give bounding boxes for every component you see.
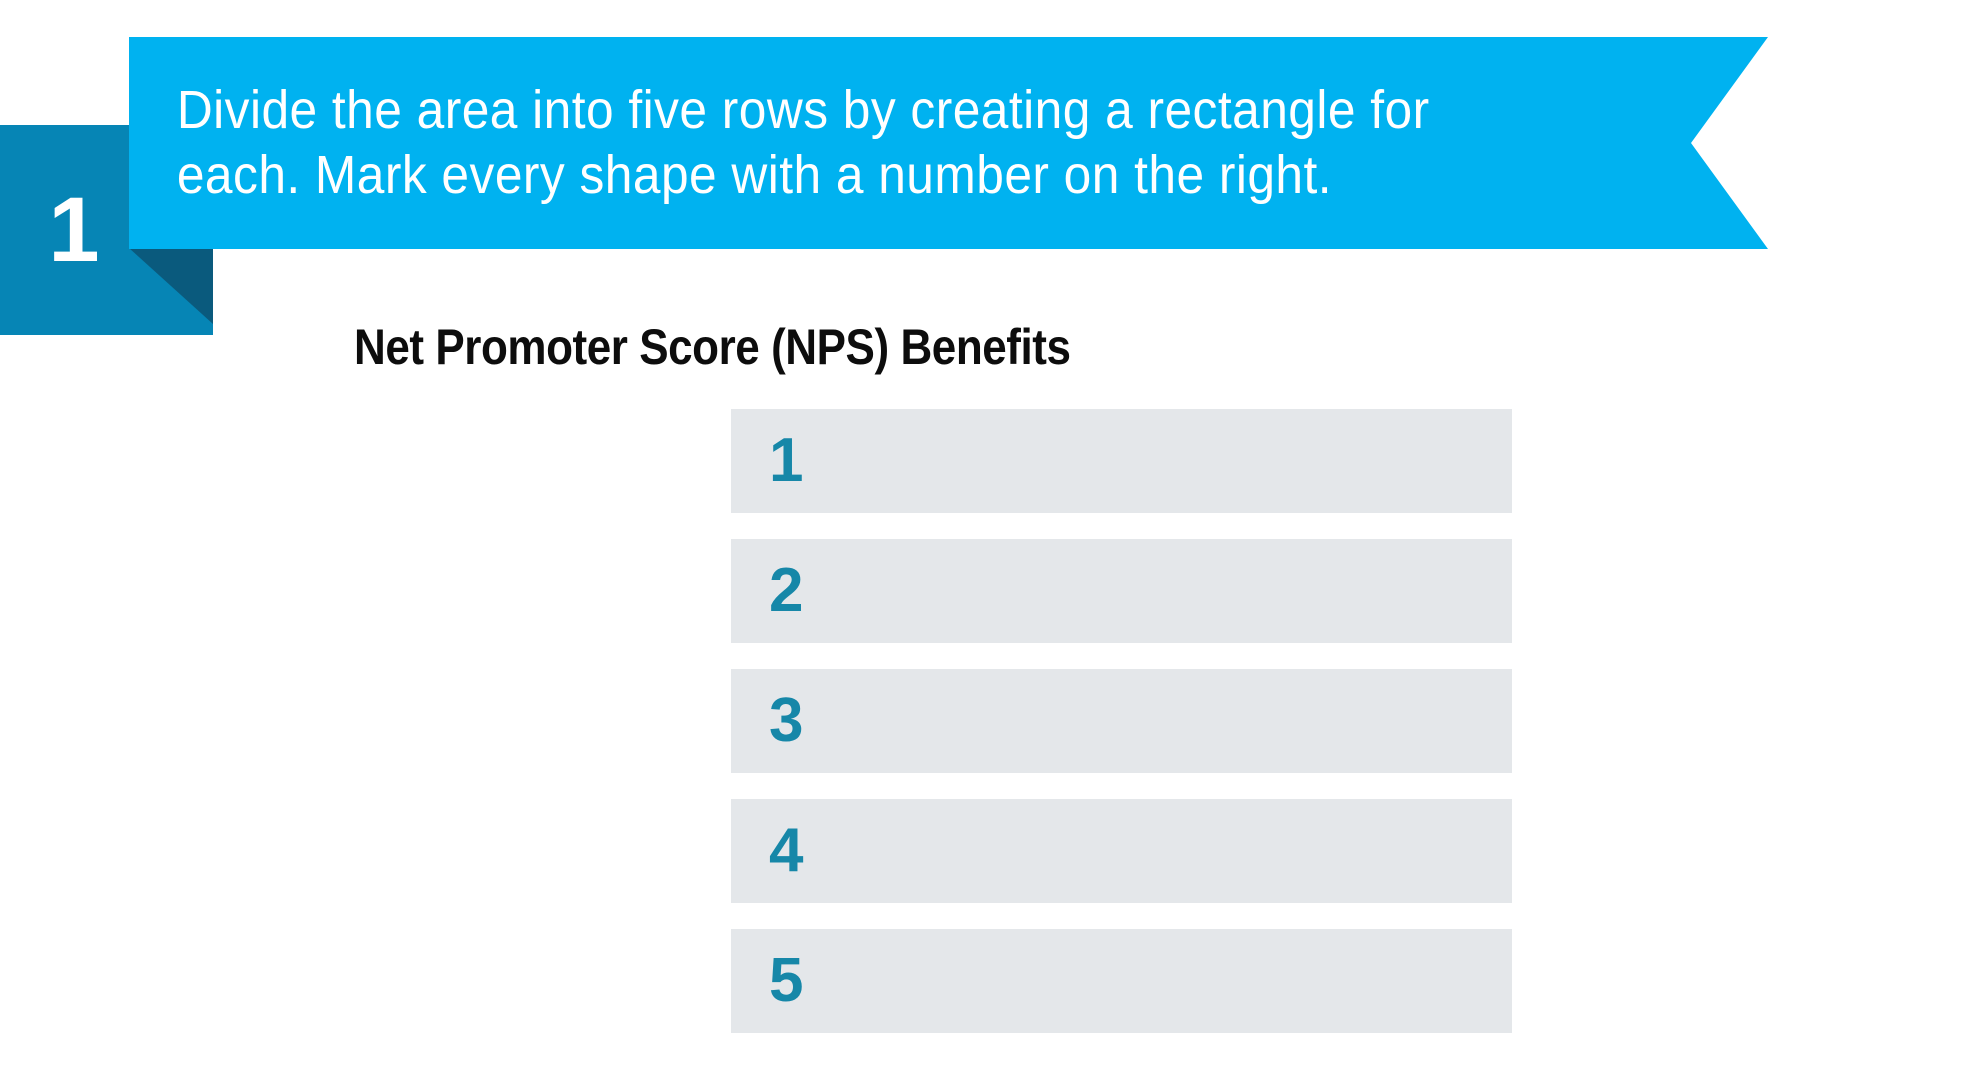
row-number: 5 — [769, 946, 804, 1015]
row-number: 3 — [769, 686, 804, 755]
row-number: 2 — [769, 556, 804, 625]
slide-title: Net Promoter Score (NPS) Benefits — [354, 319, 1071, 375]
row-rectangle-3[interactable]: 3 — [731, 669, 1512, 773]
row-rectangle-4[interactable]: 4 — [731, 799, 1512, 903]
row-number: 1 — [769, 426, 804, 495]
step-number: 1 — [48, 179, 100, 281]
row-rectangle-1[interactable]: 1 — [731, 409, 1512, 513]
instruction-text: Divide the area into five rows by creati… — [129, 78, 1430, 208]
instruction-ribbon: Divide the area into five rows by creati… — [129, 37, 1768, 249]
instruction-line-1: Divide the area into five rows by creati… — [176, 80, 1430, 140]
instruction-line-2: each. Mark every shape with a number on … — [176, 145, 1333, 205]
row-number: 4 — [769, 816, 804, 885]
row-rectangle-2[interactable]: 2 — [731, 539, 1512, 643]
row-rectangle-5[interactable]: 5 — [731, 929, 1512, 1033]
